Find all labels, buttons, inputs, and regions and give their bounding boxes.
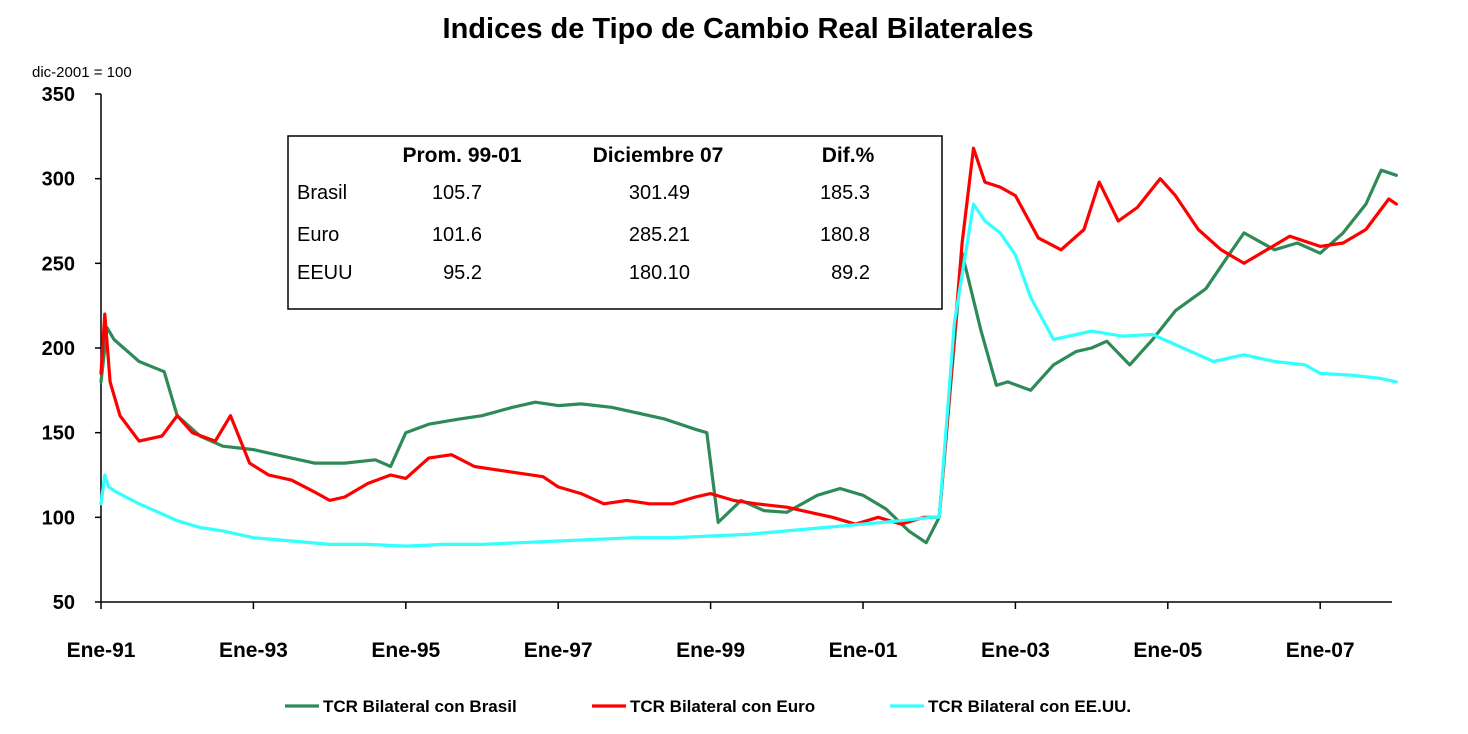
base-note: dic-2001 = 100	[32, 64, 132, 81]
x-tick-label: Ene-97	[524, 639, 593, 662]
y-tick-label: 100	[42, 507, 75, 529]
y-tick-label: 300	[42, 169, 75, 191]
x-tick-label: Ene-93	[219, 639, 288, 662]
table-header-cell: Prom. 99-01	[402, 144, 521, 167]
table-header-cell: Dif.%	[822, 144, 875, 167]
x-axis: Ene-91 Ene-93 Ene-95 Ene-97 Ene-99 Ene-01 Ene-…	[67, 601, 1392, 662]
summary-table-border	[287, 135, 943, 310]
table-value-cell: 101.6	[432, 224, 482, 246]
table-value-cell: 285.21	[629, 224, 690, 246]
y-tick-label: 50	[53, 592, 75, 614]
y-tick-label: 250	[42, 253, 75, 275]
series-line-euro	[99, 146, 1399, 526]
table-row-label: Brasil	[297, 182, 347, 204]
series-line-brasil	[99, 168, 1399, 545]
x-tick-label: Ene-01	[829, 639, 898, 662]
table-header-cell: Diciembre 07	[593, 144, 724, 167]
table-value-cell: 180.8	[820, 224, 870, 246]
table-value-cell: 95.2	[443, 262, 482, 284]
table-row-label: Euro	[297, 224, 339, 246]
table-value-cell: 185.3	[820, 182, 870, 204]
y-tick-label: 200	[42, 338, 75, 360]
x-tick-label: Ene-91	[67, 639, 136, 662]
y-tick-label: 350	[42, 84, 75, 106]
x-tick-label: Ene-99	[676, 639, 745, 662]
chart-title: Indices de Tipo de Cambio Real Bilateral…	[443, 13, 1034, 45]
x-tick-label: Ene-95	[371, 639, 440, 662]
table-row-label: EEUU	[297, 262, 353, 284]
series-lines	[99, 146, 1399, 548]
x-tick-label: Ene-05	[1133, 639, 1202, 662]
y-tick-label: 150	[42, 423, 75, 445]
table-value-cell: 89.2	[831, 262, 870, 284]
legend-label-euro: TCR Bilateral con Euro	[630, 697, 815, 716]
series-line-eeuu	[99, 202, 1399, 548]
x-tick-label: Ene-07	[1286, 639, 1355, 662]
legend-label-brasil: TCR Bilateral con Brasil	[323, 697, 517, 716]
legend-label-eeuu: TCR Bilateral con EE.UU.	[928, 697, 1131, 716]
table-value-cell: 180.10	[629, 262, 690, 284]
table-value-cell: 301.49	[629, 182, 690, 204]
summary-table: Prom. 99-01 Diciembre 07 Dif.% Brasil 105.7 3…	[287, 135, 943, 310]
table-value-cell: 105.7	[432, 182, 482, 204]
legend: TCR Bilateral con Brasil TCR Bilateral co…	[285, 697, 1131, 716]
x-tick-label: Ene-03	[981, 639, 1050, 662]
y-axis: 50 100 150 200 250 300 350	[42, 84, 102, 614]
